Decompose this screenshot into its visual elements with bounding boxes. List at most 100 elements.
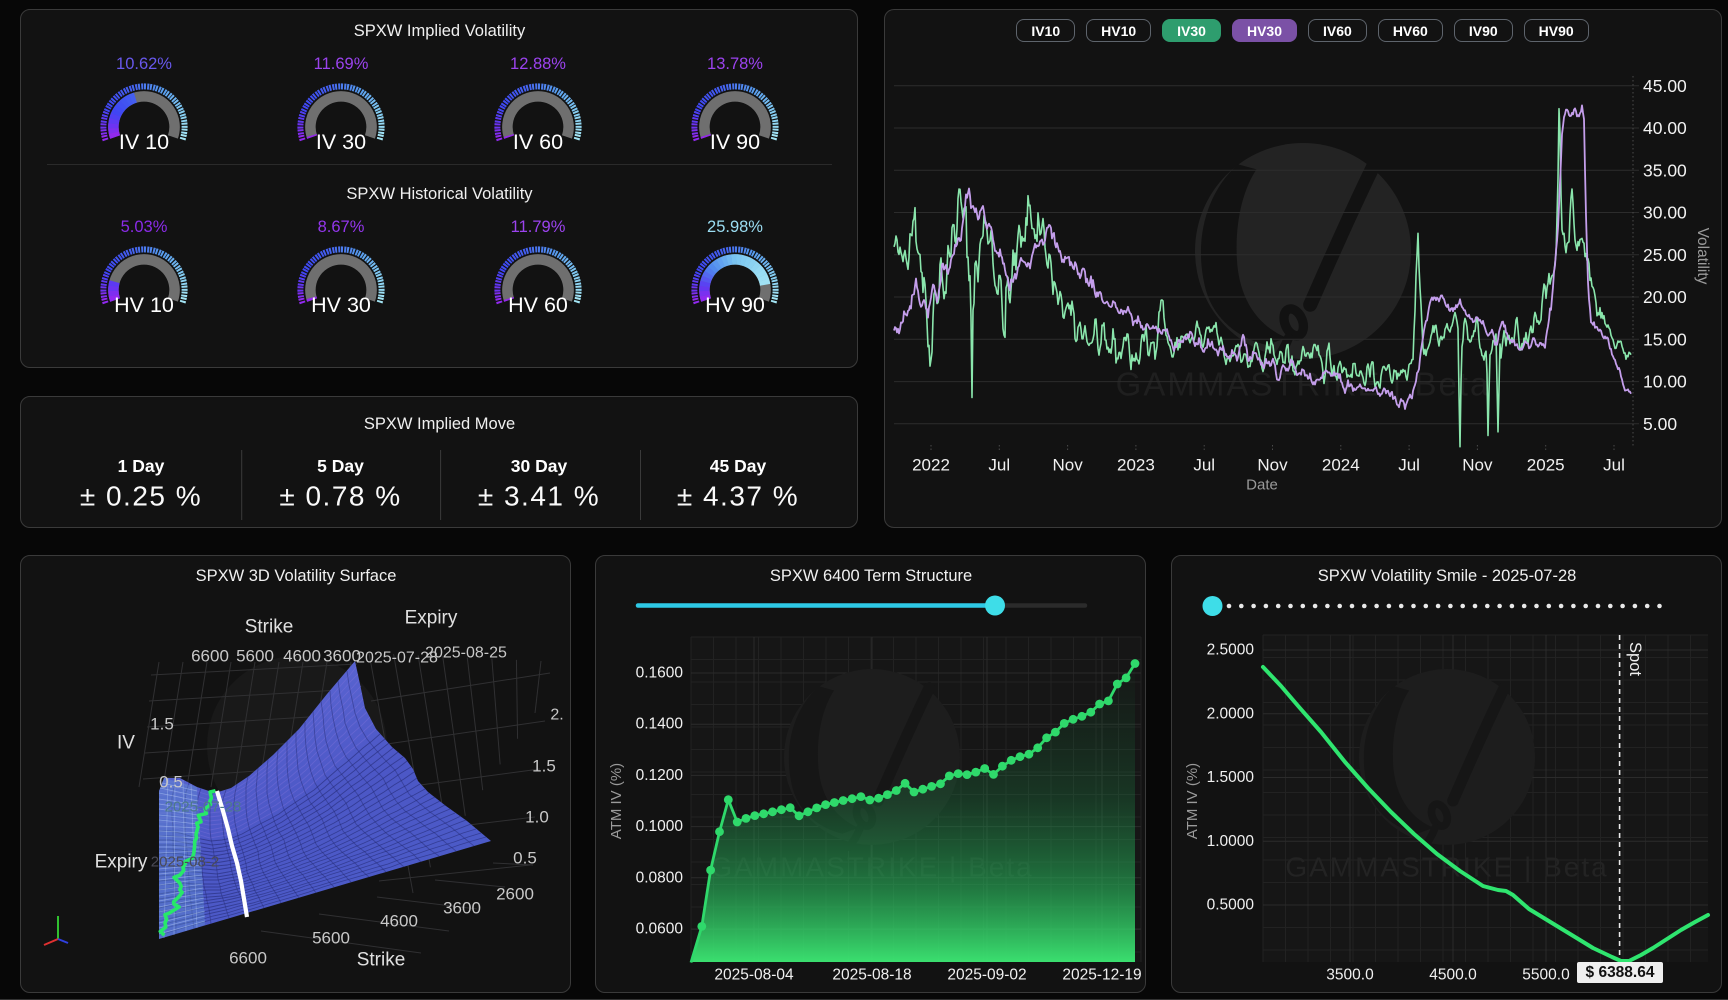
svg-text:5500.0: 5500.0 bbox=[1522, 967, 1570, 984]
svg-text:Jul: Jul bbox=[1193, 456, 1215, 475]
svg-text:0.0600: 0.0600 bbox=[636, 921, 684, 938]
svg-text:2025-08-25: 2025-08-25 bbox=[425, 645, 507, 662]
svg-text:1.5: 1.5 bbox=[532, 757, 556, 776]
svg-text:GAMMASTRIKE | Beta: GAMMASTRIKE | Beta bbox=[1116, 366, 1491, 403]
svg-text:1.5: 1.5 bbox=[150, 715, 174, 734]
svg-text:11.69%: 11.69% bbox=[314, 55, 369, 73]
svg-text:5.03%: 5.03% bbox=[121, 218, 168, 236]
svg-text:Nov: Nov bbox=[1052, 456, 1083, 475]
svg-text:45.00: 45.00 bbox=[1643, 76, 1687, 96]
svg-text:45 Day: 45 Day bbox=[710, 456, 767, 476]
svg-text:Nov: Nov bbox=[1257, 456, 1288, 475]
svg-text:5 Day: 5 Day bbox=[317, 456, 364, 476]
svg-text:IV 10: IV 10 bbox=[119, 130, 169, 154]
svg-text:ATM IV (%): ATM IV (%) bbox=[608, 763, 625, 839]
svg-text:SPXW Volatility Smile - 2025-0: SPXW Volatility Smile - 2025-07-28 bbox=[1318, 567, 1577, 585]
svg-text:IV 30: IV 30 bbox=[316, 130, 366, 154]
svg-text:3500.0: 3500.0 bbox=[1326, 967, 1374, 984]
svg-text:Strike: Strike bbox=[357, 950, 406, 971]
svg-text:0.5: 0.5 bbox=[513, 849, 537, 868]
svg-text:Jul: Jul bbox=[988, 456, 1010, 475]
svg-text:1.0000: 1.0000 bbox=[1207, 833, 1255, 850]
svg-text:2025-08-04: 2025-08-04 bbox=[714, 967, 794, 984]
svg-text:SPXW Historical Volatility: SPXW Historical Volatility bbox=[346, 185, 533, 203]
svg-text:10.62%: 10.62% bbox=[116, 55, 172, 73]
svg-text:30 Day: 30 Day bbox=[511, 456, 568, 476]
svg-text:11.79%: 11.79% bbox=[511, 218, 566, 236]
svg-text:± 3.41 %: ± 3.41 % bbox=[478, 481, 600, 512]
svg-text:IV 90: IV 90 bbox=[710, 130, 760, 154]
svg-text:2.5000: 2.5000 bbox=[1207, 642, 1255, 659]
svg-text:0.1200: 0.1200 bbox=[636, 767, 684, 784]
svg-text:2025-09-02: 2025-09-02 bbox=[947, 967, 1026, 984]
svg-text:6600: 6600 bbox=[229, 949, 267, 968]
svg-text:2.0000: 2.0000 bbox=[1207, 705, 1255, 722]
svg-text:0.0800: 0.0800 bbox=[636, 869, 684, 886]
svg-text:13.78%: 13.78% bbox=[707, 55, 763, 73]
svg-text:SPXW 3D Volatility Surface: SPXW 3D Volatility Surface bbox=[196, 567, 397, 585]
svg-text:25.00: 25.00 bbox=[1643, 245, 1687, 265]
svg-text:SPXW Implied Volatility: SPXW Implied Volatility bbox=[354, 22, 526, 40]
svg-text:ATM IV (%): ATM IV (%) bbox=[1184, 763, 1201, 839]
svg-text:4600: 4600 bbox=[380, 912, 418, 931]
svg-text:± 4.37 %: ± 4.37 % bbox=[677, 481, 799, 512]
svg-text:HV 10: HV 10 bbox=[114, 293, 174, 317]
svg-text:2023: 2023 bbox=[1117, 456, 1155, 475]
svg-text:± 0.25 %: ± 0.25 % bbox=[80, 481, 202, 512]
svg-text:HV 60: HV 60 bbox=[508, 293, 568, 317]
svg-text:30.00: 30.00 bbox=[1643, 203, 1687, 223]
svg-text:2025-07-28: 2025-07-28 bbox=[165, 799, 242, 816]
svg-text:6600: 6600 bbox=[191, 647, 229, 666]
svg-text:Spot: Spot bbox=[1626, 642, 1644, 676]
svg-text:0.5000: 0.5000 bbox=[1207, 897, 1255, 914]
svg-text:12.88%: 12.88% bbox=[510, 55, 566, 73]
svg-text:5.00: 5.00 bbox=[1643, 414, 1677, 434]
svg-text:3600: 3600 bbox=[323, 647, 361, 666]
svg-text:2600: 2600 bbox=[496, 885, 534, 904]
svg-text:0.5: 0.5 bbox=[159, 773, 183, 792]
svg-text:2025-12-19: 2025-12-19 bbox=[1062, 967, 1141, 984]
svg-text:4500.0: 4500.0 bbox=[1429, 967, 1477, 984]
svg-text:40.00: 40.00 bbox=[1643, 118, 1687, 138]
svg-text:GAMMASTRIKE | Beta: GAMMASTRIKE | Beta bbox=[1285, 852, 1608, 883]
svg-text:SPXW Implied Move: SPXW Implied Move bbox=[364, 415, 515, 433]
svg-text:0.1400: 0.1400 bbox=[636, 716, 684, 733]
svg-text:HV 90: HV 90 bbox=[705, 293, 765, 317]
svg-text:Jul: Jul bbox=[1398, 456, 1420, 475]
svg-text:2.: 2. bbox=[550, 707, 563, 724]
svg-text:20.00: 20.00 bbox=[1643, 287, 1687, 307]
svg-text:1 Day: 1 Day bbox=[118, 456, 165, 476]
svg-text:5600: 5600 bbox=[312, 929, 350, 948]
svg-text:25.98%: 25.98% bbox=[707, 218, 763, 236]
svg-text:2025-08-2: 2025-08-2 bbox=[151, 854, 219, 871]
svg-text:2022: 2022 bbox=[912, 456, 950, 475]
svg-text:15.00: 15.00 bbox=[1643, 329, 1687, 349]
svg-text:IV 60: IV 60 bbox=[513, 130, 563, 154]
svg-text:2024: 2024 bbox=[1322, 456, 1360, 475]
svg-text:35.00: 35.00 bbox=[1643, 160, 1687, 180]
svg-text:3600: 3600 bbox=[443, 899, 481, 918]
svg-text:10.00: 10.00 bbox=[1643, 372, 1687, 392]
svg-text:Date: Date bbox=[1246, 477, 1278, 494]
svg-text:1.0: 1.0 bbox=[525, 808, 549, 827]
svg-text:Strike: Strike bbox=[245, 617, 294, 638]
svg-text:2025-07-28: 2025-07-28 bbox=[356, 650, 438, 667]
svg-text:0.1600: 0.1600 bbox=[636, 665, 684, 682]
svg-text:0.1000: 0.1000 bbox=[636, 818, 684, 835]
svg-text:$ 6388.64: $ 6388.64 bbox=[1586, 964, 1655, 981]
svg-text:4600: 4600 bbox=[283, 647, 321, 666]
svg-text:Volatility: Volatility bbox=[1694, 228, 1711, 285]
svg-text:± 0.78 %: ± 0.78 % bbox=[279, 481, 401, 512]
svg-text:8.67%: 8.67% bbox=[318, 218, 365, 236]
svg-text:2025: 2025 bbox=[1527, 456, 1565, 475]
svg-text:Expiry: Expiry bbox=[405, 608, 458, 629]
svg-text:1.5000: 1.5000 bbox=[1207, 769, 1255, 786]
svg-text:Jul: Jul bbox=[1603, 456, 1625, 475]
svg-text:Nov: Nov bbox=[1462, 456, 1493, 475]
svg-text:IV: IV bbox=[117, 733, 135, 754]
svg-text:HV 30: HV 30 bbox=[311, 293, 371, 317]
svg-text:Expiry: Expiry bbox=[95, 852, 148, 873]
svg-text:SPXW 6400 Term Structure: SPXW 6400 Term Structure bbox=[770, 567, 972, 585]
svg-text:5600: 5600 bbox=[236, 647, 274, 666]
svg-text:2025-08-18: 2025-08-18 bbox=[832, 967, 911, 984]
